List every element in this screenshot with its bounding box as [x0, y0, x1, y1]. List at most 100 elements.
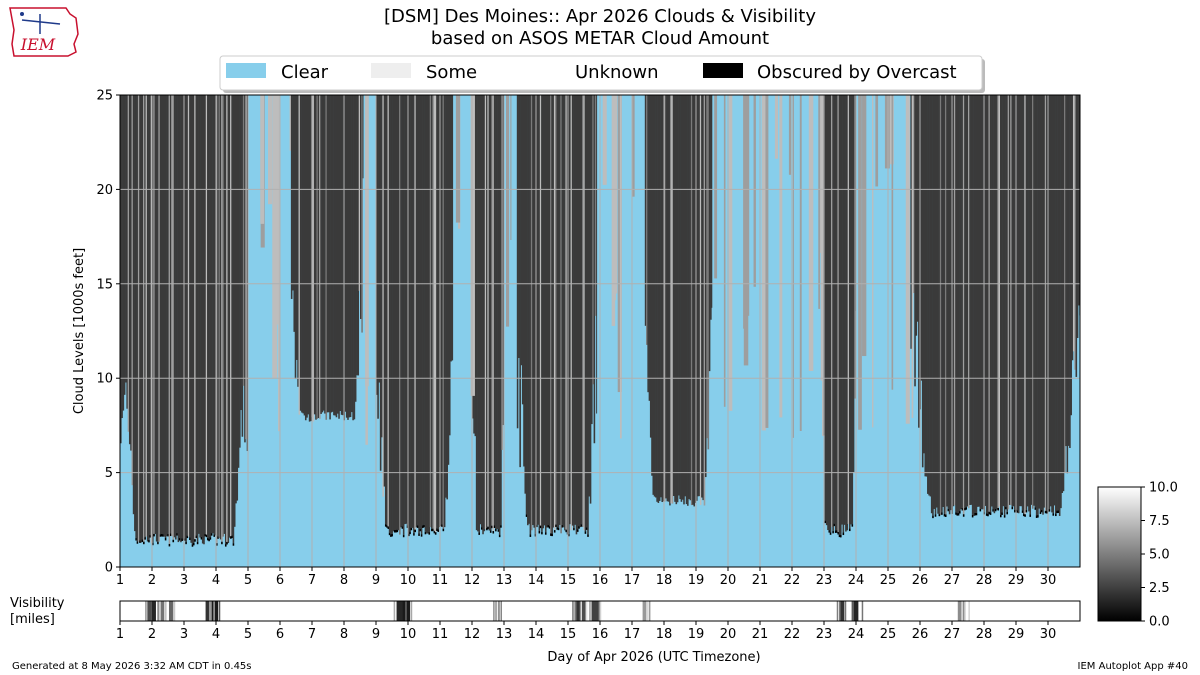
cloud-column-14: [1026, 95, 1029, 507]
high-cloud-streak: [728, 95, 733, 411]
chart-title: [DSM] Des Moines:: Apr 2026 Clouds & Vis…: [384, 6, 816, 27]
cloud-column-2: [324, 95, 326, 414]
cloud-column-14: [930, 95, 933, 514]
cloud-column-2: [298, 95, 301, 415]
cloud-column-10: [708, 95, 711, 372]
cloud-column-2: [290, 95, 293, 299]
obscured-base-mark: [493, 525, 496, 528]
cloud-column-0: [226, 95, 228, 542]
cloud-column-4: [404, 95, 406, 525]
obscured-base-mark: [538, 530, 541, 534]
cloud-column-2: [321, 95, 324, 413]
cloud-column-0: [154, 95, 157, 535]
obscured-base-mark: [221, 541, 223, 545]
vis-x-tick-label: 24: [848, 627, 865, 642]
cloud-column-14: [996, 95, 998, 510]
obscured-base-mark: [932, 515, 934, 519]
obscured-base-mark: [944, 514, 947, 517]
obscured-base-mark: [548, 526, 551, 529]
obscured-base-mark: [480, 527, 483, 530]
cloud-column-10: [660, 95, 662, 498]
cloud-column-8: [591, 95, 593, 425]
cloud-column-0: [175, 95, 177, 540]
high-cloud-streak: [714, 95, 718, 279]
cloud-column-2: [303, 95, 306, 416]
cloud-column-4: [386, 95, 388, 526]
visibility-event-edge: [861, 601, 864, 621]
cloud-column-4: [445, 95, 447, 498]
cloud-column-4: [419, 95, 422, 529]
obscured-base-mark: [217, 536, 219, 539]
cloud-column-2: [313, 95, 316, 415]
cloud-column-0: [200, 95, 203, 538]
cloud-column-10: [651, 95, 653, 476]
cloud-column-0: [228, 95, 231, 538]
cloud-column-0: [192, 95, 195, 543]
cloud-column-8: [552, 95, 555, 528]
cloud-column-0: [162, 95, 164, 535]
obscured-base-mark: [230, 536, 232, 539]
cloud-column-10: [648, 95, 651, 401]
vis-x-tick-label: 14: [528, 627, 545, 642]
x-tick-label: 19: [688, 573, 705, 588]
cloud-column-14: [1040, 95, 1043, 510]
high-cloud-streak: [884, 95, 890, 169]
cloud-column-0: [146, 95, 149, 542]
cloud-column-0: [180, 95, 182, 543]
cloud-column-14: [952, 95, 955, 507]
cloud-column-2: [297, 95, 299, 387]
cloud-column-12: [847, 95, 850, 524]
cloud-column-12: [827, 95, 829, 531]
cloud-column-10: [653, 95, 656, 497]
cloud-column-14: [1033, 95, 1035, 506]
cloud-column-4: [431, 95, 433, 529]
visibility-strip: 1 2 3 4 5 6 7 8 9 10 11 12 13 14 15 16 17 18 19 20 21 22 23 24 2…: [10, 596, 1081, 665]
obscured-base-mark: [143, 541, 145, 545]
cloud-column-4: [415, 95, 418, 528]
high-cloud-streak: [455, 95, 461, 223]
cloud-column-8: [587, 95, 589, 535]
cloud-column-10: [699, 95, 702, 505]
cloud-column-0: [168, 95, 171, 544]
cloud-column-8: [523, 95, 525, 467]
cloud-column-14: [1078, 95, 1080, 306]
cloud-column-14: [1028, 95, 1030, 512]
cloud-column-0: [164, 95, 167, 538]
cloud-column-4: [440, 95, 442, 527]
cloud-column-14: [1019, 95, 1021, 507]
cloud-column-4: [441, 95, 443, 525]
cloud-column-12: [833, 95, 836, 524]
cloud-column-2: [329, 95, 331, 420]
visibility-event-edge: [588, 601, 591, 621]
cloud-column-12: [854, 95, 856, 399]
vis-x-tick-label: 28: [976, 627, 993, 642]
cloud-column-8: [524, 95, 527, 494]
cloud-column-4: [388, 95, 391, 533]
cloud-column-10: [681, 95, 684, 500]
obscured-base-mark: [997, 507, 1000, 511]
cloud-column-2: [296, 95, 298, 360]
cloud-column-10: [711, 95, 713, 308]
cloud-column-8: [555, 95, 557, 525]
cloud-column-0: [187, 95, 190, 537]
cloud-column-14: [1014, 95, 1016, 510]
cloud-column-14: [1025, 95, 1028, 510]
cloud-column-0: [189, 95, 191, 538]
obscured-base-mark: [152, 542, 154, 546]
cloud-column-0: [231, 95, 233, 536]
obscured-base-mark: [834, 530, 837, 533]
cloud-column-14: [993, 95, 996, 514]
high-cloud-streak: [753, 95, 756, 287]
obscured-base-mark: [848, 528, 851, 532]
cloud-column-0: [159, 95, 162, 535]
obscured-base-mark: [410, 527, 413, 531]
high-cloud-streak: [510, 95, 512, 240]
visibility-event-edge: [851, 601, 854, 621]
visibility-event-edge: [173, 601, 176, 621]
x-axis-ticks-main: 1 2 3 4 5 6 7 8 9 10 11 12 13 14 15 16 17 18 19 20 21 22 23 24 2…: [116, 567, 1056, 588]
obscured-base-mark: [1003, 515, 1006, 518]
visibility-event-edge: [499, 601, 502, 621]
obscured-base-mark: [1001, 512, 1003, 515]
cloud-column-0: [144, 95, 146, 538]
cloud-column-2: [306, 95, 308, 418]
